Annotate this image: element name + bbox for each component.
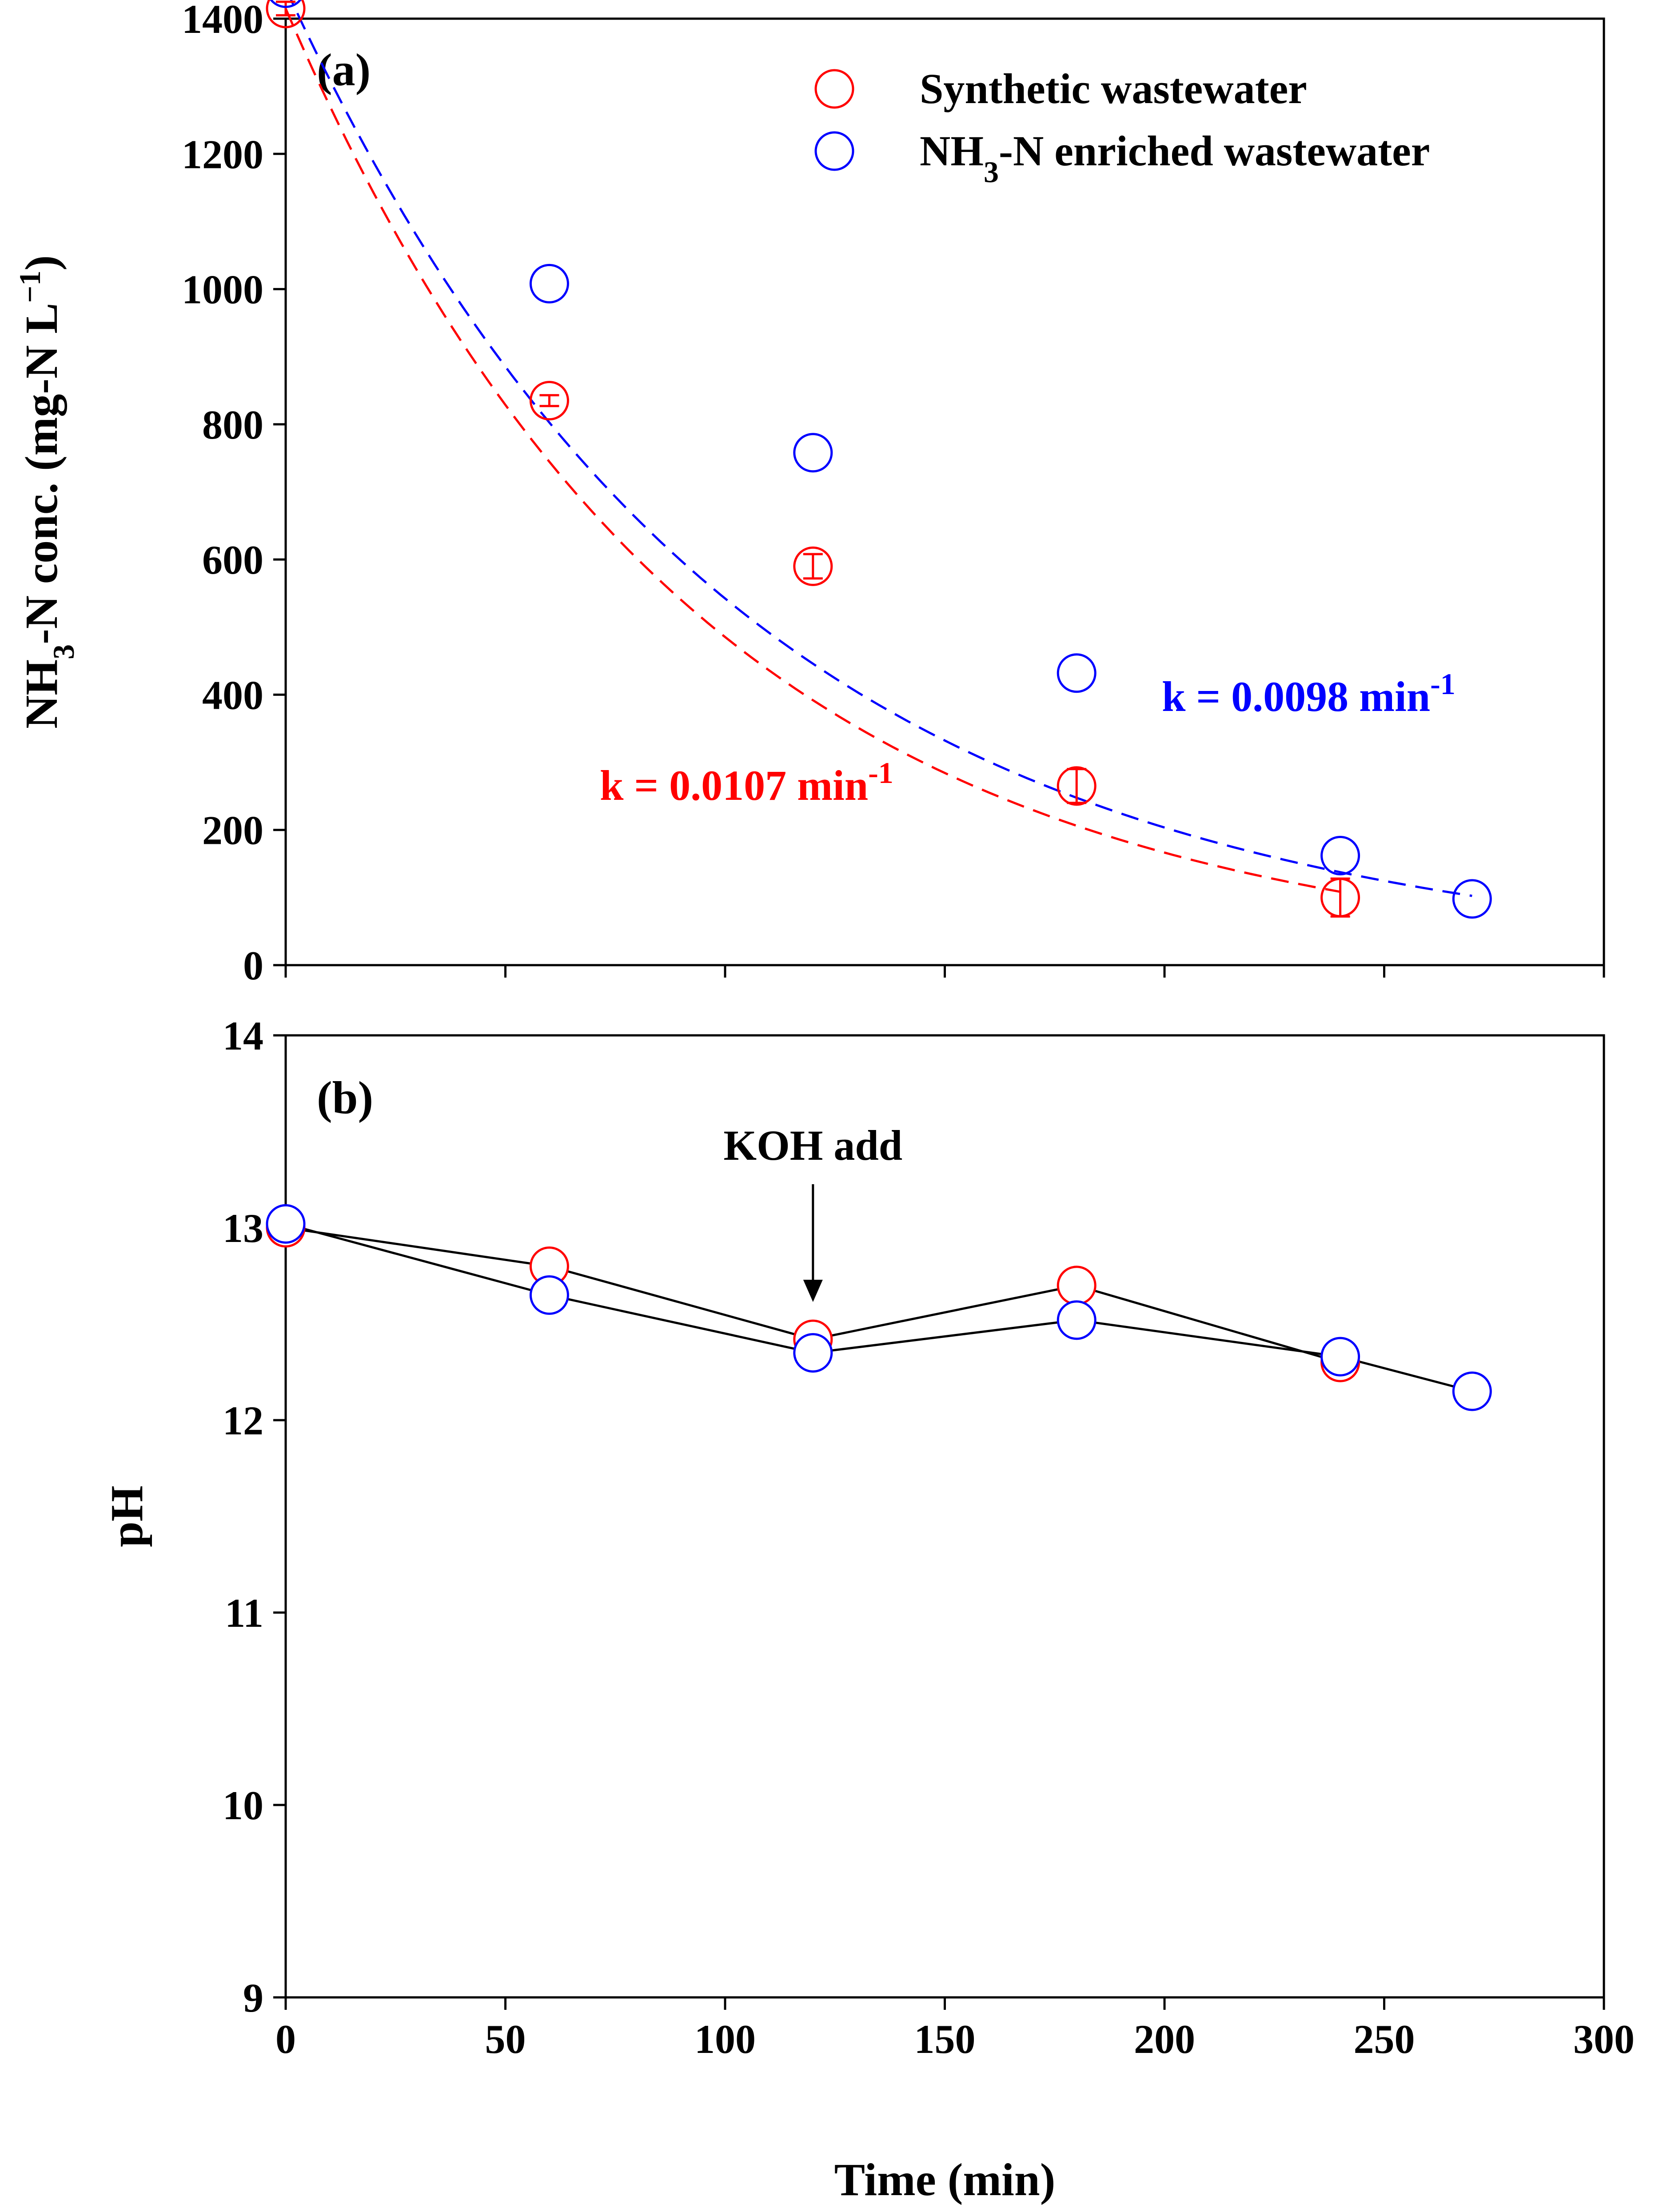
data-point [529,1275,569,1315]
x-tick-label: 150 [914,2016,976,2062]
x-tick-label: 50 [485,2016,526,2062]
k-label: k = 0.0098 min-1 [1162,667,1456,720]
data-point [529,264,569,303]
legend-marker [814,131,854,171]
y-tick-label: 14 [223,1013,263,1058]
legend-label: Synthetic wastewater [920,65,1307,112]
annotation-arrowhead [803,1280,823,1302]
panel-a: 0 200 400 600 800 1000 1200 1400 NH3-N conc. (mg… [13,0,1605,988]
y-tick-label: 0 [243,943,263,988]
x-tick-label: 100 [694,2016,756,2062]
data-point [1452,1371,1492,1411]
panel-label: (b) [317,1072,373,1123]
x-tick-label: 200 [1134,2016,1195,2062]
x-tick-label: 250 [1354,2016,1415,2062]
data-point [1452,879,1492,919]
plot-frame [284,1034,1605,1999]
y-axis-title: NH3-N conc. (mg-N L−1) [13,255,80,729]
data-point [1057,653,1097,693]
y-tick-label: 400 [202,672,263,718]
y-tick-label: 11 [225,1590,263,1636]
y-tick-label: 1400 [182,0,263,42]
fit-curve [284,8,1341,893]
x-tick-label: 0 [275,2016,296,2062]
y-tick-label: 9 [243,1975,263,2020]
data-point [1057,1300,1097,1340]
y-tick-label: 600 [202,537,263,583]
legend-marker [814,69,854,109]
data-point [1057,1266,1097,1306]
k-label: k = 0.0107 min-1 [600,756,893,809]
data-point [793,433,833,473]
data-point [1320,1337,1360,1377]
data-point [1320,878,1360,918]
data-point [266,0,306,28]
data-point [1320,836,1360,876]
y-tick-label: 200 [202,808,263,853]
y-tick-label: 10 [223,1783,263,1828]
y-tick-label: 1000 [182,267,263,312]
data-point [793,1333,833,1373]
y-tick-label: 1200 [182,132,263,177]
x-axis-title: Time (min) [834,2154,1056,2205]
data-point [793,546,833,586]
data-point [529,381,569,421]
y-tick-label: 13 [223,1206,263,1251]
data-point [1057,766,1097,806]
y-tick-label: 800 [202,402,263,447]
panel-b: 9 10 11 12 13 14 0 50 100 150 200 250 300 pH Time (min… [101,1013,1635,2205]
annotation-label: KOH add [723,1122,902,1169]
data-point [270,0,302,8]
data-point [266,1204,306,1244]
x-tick-label: 300 [1573,2016,1635,2062]
legend-label: NH3-N enriched wastewater [920,127,1430,189]
fit-curve [290,0,1472,897]
y-tick-label: 12 [223,1398,263,1443]
y-axis-title: pH [101,1485,152,1547]
series-line [285,1222,1472,1393]
